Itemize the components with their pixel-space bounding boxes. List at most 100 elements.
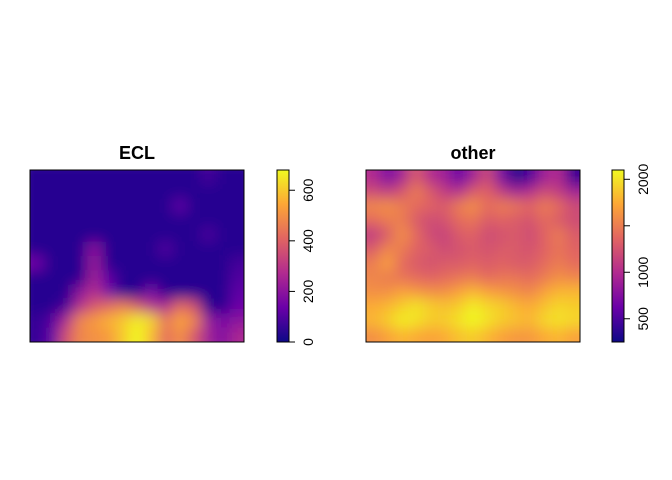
heatmap-cell	[44, 170, 60, 185]
heatmap-cell	[565, 327, 580, 342]
heatmap-cell	[423, 170, 438, 185]
heatmap-cell	[522, 213, 538, 228]
heatmap-cell	[380, 184, 396, 200]
heatmap-cell	[44, 313, 60, 329]
heatmap-cell	[366, 256, 381, 271]
heatmap-cell	[551, 256, 567, 271]
heatmap-cell	[494, 227, 510, 243]
heatmap-cell	[186, 327, 202, 342]
heatmap-cell	[87, 241, 102, 257]
heatmap-cell	[229, 327, 244, 342]
heatmap-cell	[115, 198, 131, 214]
heatmap-cell	[451, 227, 467, 243]
heatmap-cell	[494, 299, 510, 314]
heatmap-cell	[229, 284, 244, 300]
heatmap-cell	[565, 227, 580, 243]
heatmap-cell	[72, 227, 88, 243]
heatmap-cell	[494, 198, 510, 214]
heatmap-cell	[30, 256, 45, 271]
heatmap-cell	[480, 213, 495, 228]
heatmap-cell	[380, 313, 396, 329]
heatmap-cell	[380, 327, 396, 342]
heatmap-cell	[380, 256, 396, 271]
heatmap-cell	[30, 170, 45, 185]
heatmap-cell	[144, 327, 159, 342]
heatmap-cell	[551, 184, 567, 200]
heatmap-cell	[508, 184, 524, 200]
heatmap-cell	[437, 256, 453, 271]
heatmap-cell	[465, 170, 481, 185]
heatmap-cell	[129, 184, 145, 200]
heatmap-cell	[172, 327, 188, 342]
heatmap-cell	[565, 270, 580, 286]
heatmap-cell	[72, 270, 88, 286]
heatmap-cell	[144, 284, 159, 300]
heatmap-cell	[172, 198, 188, 214]
heatmap-cell	[551, 198, 567, 214]
heatmap-cell	[537, 270, 553, 286]
heatmap-cell	[186, 241, 202, 257]
heatmap-cell	[172, 270, 188, 286]
colorbar-bar-other	[611, 169, 625, 343]
heatmap-cell	[129, 284, 145, 300]
heatmap-cell	[129, 327, 145, 342]
heatmap-cell	[186, 213, 202, 228]
heatmap-cell	[44, 299, 60, 314]
heatmap-cell	[101, 284, 117, 300]
heatmap-cell	[158, 270, 174, 286]
heatmap-cell	[480, 256, 495, 271]
heatmap-cell	[44, 256, 60, 271]
heatmap-cell	[72, 198, 88, 214]
heatmap-cell	[144, 313, 159, 329]
heatmap-cell	[58, 184, 74, 200]
heatmap-panel-ecl: ECL 0 200 400 600	[29, 143, 316, 346]
heatmap-cell	[423, 327, 438, 342]
heatmap-cell	[366, 170, 381, 185]
heatmap-cell	[394, 227, 410, 243]
heatmap-cell	[366, 241, 381, 257]
heatmap-cell	[565, 313, 580, 329]
heatmap-cell	[201, 213, 217, 228]
heatmap-cell	[72, 184, 88, 200]
heatmap-cell	[522, 256, 538, 271]
heatmap-cell	[30, 327, 45, 342]
heatmap-cell	[72, 327, 88, 342]
heatmap-cell	[537, 227, 553, 243]
heatmap-cell	[87, 184, 102, 200]
heatmap-cell	[129, 256, 145, 271]
heatmap-cell	[537, 213, 553, 228]
heatmap-cell	[87, 299, 102, 314]
heatmap-cell	[522, 270, 538, 286]
colorbar-other: 500 1000 2000	[611, 164, 651, 343]
heatmap-cell	[451, 198, 467, 214]
heatmap-cell	[172, 256, 188, 271]
heatmap-cell	[366, 327, 381, 342]
heatmap-cell	[437, 284, 453, 300]
heatmap-cell	[44, 184, 60, 200]
colorbar-tick-label: 0	[300, 338, 316, 346]
colorbar-tick-label: 200	[300, 280, 316, 304]
heatmap-cell	[87, 270, 102, 286]
heatmap-cell	[144, 184, 159, 200]
heatmap-cell	[522, 241, 538, 257]
heatmap-cell	[380, 227, 396, 243]
heatmap-cell	[172, 299, 188, 314]
heatmap-cell	[465, 284, 481, 300]
heatmap-cell	[537, 299, 553, 314]
heatmap-cell	[201, 313, 217, 329]
heatmap-cell	[87, 227, 102, 243]
heatmap-cell	[394, 184, 410, 200]
heatmap-cell	[158, 198, 174, 214]
heatmap-cell	[30, 313, 45, 329]
heatmap-cell	[201, 170, 217, 185]
heatmap-cell	[215, 284, 231, 300]
heatmap-cell	[394, 299, 410, 314]
heatmap-cell	[537, 241, 553, 257]
heatmap-cell	[408, 227, 424, 243]
heatmap-cell	[101, 213, 117, 228]
heatmap-cell	[537, 313, 553, 329]
chart-title-ecl: ECL	[119, 143, 155, 163]
heatmap-cell	[408, 241, 424, 257]
heatmap-cell	[394, 170, 410, 185]
